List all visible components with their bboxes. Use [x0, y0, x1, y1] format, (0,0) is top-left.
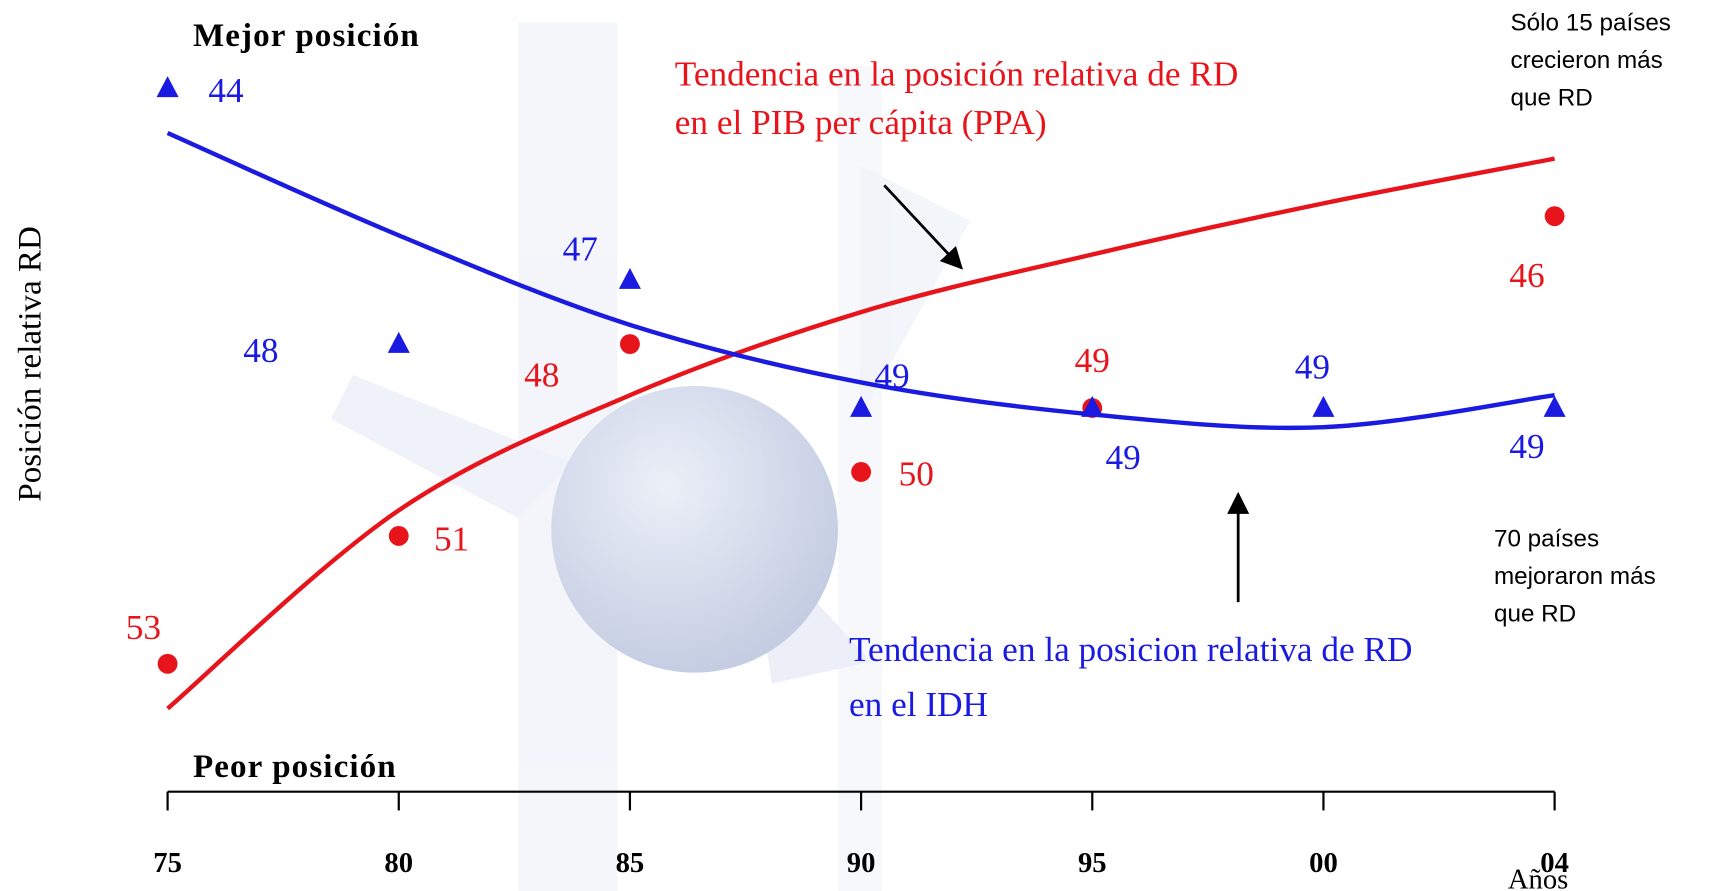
data-label: 53 [126, 608, 161, 647]
point [156, 76, 179, 98]
y-axis-label: Posición relativa RD [13, 226, 49, 501]
point [1543, 395, 1566, 417]
data-label: 51 [434, 520, 469, 559]
data-label: 44 [208, 71, 244, 110]
data-label: 49 [1106, 438, 1141, 477]
x-tick-label: 75 [153, 847, 182, 879]
x-tick-label: 85 [616, 847, 645, 879]
point [1312, 395, 1335, 417]
bottom-label: Peor posición [193, 749, 397, 785]
x-tick-label: 90 [847, 847, 876, 879]
point [850, 395, 873, 417]
annotation: en el IDH [849, 685, 988, 724]
data-label: 47 [563, 230, 598, 269]
point [620, 334, 640, 354]
data-label: 48 [243, 331, 278, 370]
data-label: 49 [1509, 427, 1544, 466]
point [388, 525, 409, 546]
note: 70 países [1494, 526, 1599, 553]
x-axis-label: Años [1508, 864, 1569, 891]
data-label: 50 [899, 455, 934, 494]
annotation: en el PIB per cápita (PPA) [675, 103, 1047, 142]
note: crecieron más [1511, 47, 1663, 74]
note: que RD [1511, 85, 1593, 112]
trend-line [166, 131, 1555, 431]
note: que RD [1494, 601, 1576, 628]
point [851, 462, 872, 482]
trend-line [166, 156, 1556, 711]
background-art [330, 22, 971, 891]
top-label: Mejor posición [193, 18, 420, 54]
x-tick-label: 04 [1540, 847, 1569, 879]
point [1544, 206, 1565, 227]
arrow [883, 184, 963, 270]
data-label: 49 [874, 356, 909, 395]
annotation: Tendencia en la posicion relativa de RD [849, 630, 1413, 669]
data-label: 48 [524, 355, 559, 394]
point [618, 267, 641, 289]
data-label: 49 [1075, 341, 1110, 380]
note: Sólo 15 países [1511, 10, 1671, 37]
point [387, 331, 410, 353]
x-tick-label: 95 [1078, 847, 1107, 879]
data-label: 46 [1509, 256, 1544, 295]
point [1081, 395, 1104, 417]
note: mejoraron más [1494, 563, 1656, 590]
x-tick-label: 80 [384, 847, 413, 879]
annotation: Tendencia en la posición relativa de RD [675, 54, 1239, 93]
data-label: 49 [1295, 348, 1330, 387]
point [157, 653, 178, 674]
x-tick-label: 00 [1309, 847, 1338, 879]
